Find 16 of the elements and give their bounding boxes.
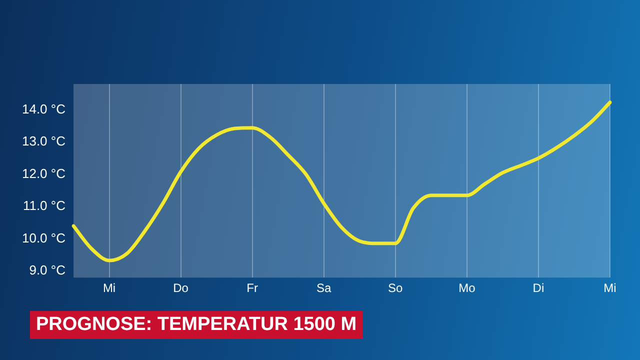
x-tick-label: Do (173, 281, 189, 296)
x-tick-label: Mi (102, 281, 116, 296)
x-tick-label: So (388, 281, 404, 296)
x-tick-label: Sa (316, 281, 332, 296)
y-tick-label: 10.0 °C (22, 230, 66, 246)
line-series (72, 100, 612, 262)
text: PROGNOSE: TEMPERATUR 1500 M (30, 311, 363, 339)
y-tick-label: 13.0 °C (22, 134, 66, 149)
y-tick-label: 14.0 °C (22, 101, 66, 116)
y-tick-label: 12.0 °C (22, 166, 66, 181)
y-tick-label: 11.0 °C (22, 198, 66, 214)
x-tick-label: Mo (458, 281, 476, 296)
x-tick-label: Fr (246, 281, 258, 296)
x-tick-label: Di (532, 281, 544, 296)
x-tick-label: Mi (604, 281, 616, 296)
y-tick-label: 9.0 °C (29, 262, 66, 278)
